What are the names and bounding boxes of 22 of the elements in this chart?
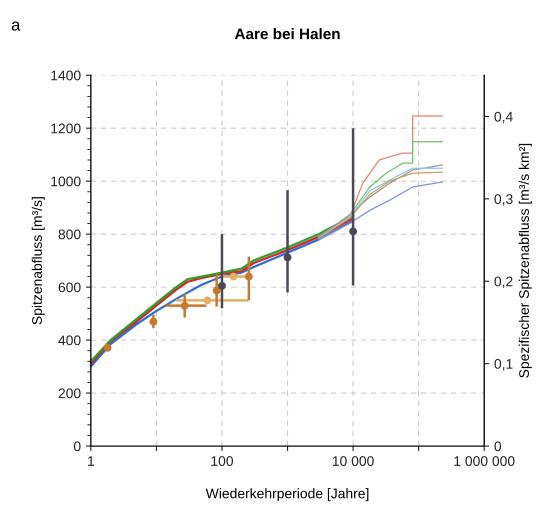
y2-tick-label: 0,3 [494,194,513,206]
y-tick-label: 1400 [51,70,81,80]
y-axis-title: Spitzenabfluss [m³/s] [32,197,45,324]
text: a [12,22,20,31]
chart-title: Aare bei Halen [234,28,340,40]
y2-tick-label: 0,2 [494,276,513,288]
y-tick-label: 1000 [51,176,81,186]
y-tick-label: 600 [58,282,81,292]
y-tick-label: 0 [74,441,81,452]
x-axis-title: Wiederkehrperiode [Jahre] [206,488,368,502]
x-tick-label: 1 [88,456,94,466]
y2-tick-label: 0 [494,441,502,452]
x-tick-label: 1 000 000 [454,456,515,466]
x-tick-label: 10 000 [332,456,374,466]
y2-tick-label: 0,1 [494,358,513,370]
y-tick-label: 1200 [51,124,81,134]
y-tick-label: 400 [58,335,81,346]
x-tick-label: 100 [211,456,234,466]
y-tick-label: 800 [58,229,81,240]
y2-axis-title: Spezifischer Spitzenabfluss [m³/s km²] [518,144,532,378]
y-tick-label: 200 [58,388,81,398]
y2-tick-label: 0,4 [494,112,513,124]
